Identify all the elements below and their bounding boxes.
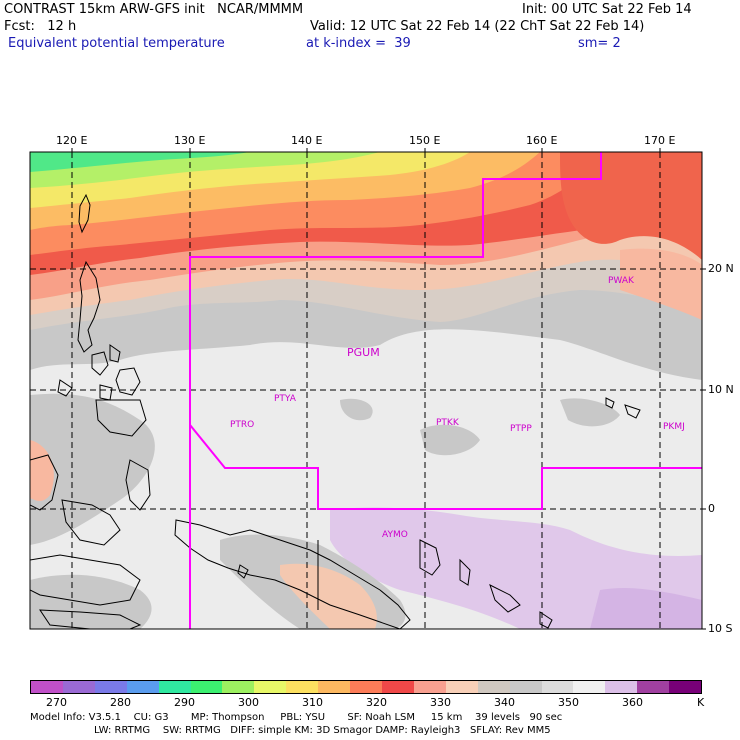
coastlines — [30, 193, 641, 629]
station-ptro: PTRO — [230, 420, 254, 430]
model-info-line1: Model Info: V3.5.1 CU: G3 MP: Thompson P… — [30, 712, 563, 723]
colorbar-tick-label: 340 — [494, 696, 515, 709]
colorbar-segment — [637, 681, 670, 693]
colorbar-tick-label: 310 — [302, 696, 323, 709]
colorbar-tick-label: 330 — [430, 696, 451, 709]
title-left: CONTRAST 15km ARW-GFS init NCAR/MMMM — [4, 2, 304, 17]
colorbar-tick-label: 290 — [174, 696, 195, 709]
colorbar-segment — [381, 681, 414, 693]
colorbar-tick-label: 300 — [238, 696, 259, 709]
colorbar-tick-label: 270 — [46, 696, 67, 709]
lon-label-150e: 150 E — [409, 134, 441, 147]
lat-label-20n: 20 N — [708, 262, 734, 275]
colorbar-segment — [31, 681, 63, 693]
station-ptya: PTYA — [274, 394, 297, 404]
lat-label-0: 0 — [708, 502, 715, 515]
lon-label-140e: 140 E — [291, 134, 323, 147]
colorbar-unit: K — [697, 696, 705, 709]
colorbar-segment — [605, 681, 638, 693]
colorbar-segment — [190, 681, 223, 693]
colorbar-segment — [413, 681, 446, 693]
colorbar-segment — [318, 681, 351, 693]
colorbar-segment — [445, 681, 478, 693]
station-ptkk: PTKK — [436, 418, 460, 428]
valid-time: Valid: 12 UTC Sat 22 Feb 14 (22 ChT Sat … — [310, 19, 645, 34]
model-info-line2: LW: RRTMG SW: RRTMG DIFF: simple KM: 3D … — [94, 725, 551, 736]
colorbar-tick-label: 320 — [366, 696, 387, 709]
colorbar-segment — [222, 681, 255, 693]
colorbar-tick-label: 280 — [110, 696, 131, 709]
station-aymo: AYMO — [382, 530, 408, 540]
lon-label-170e: 170 E — [644, 134, 676, 147]
lat-label-10s: 10 S — [708, 622, 733, 635]
colorbar-segment — [573, 681, 606, 693]
colorbar-segment — [62, 681, 95, 693]
lat-label-10n: 10 N — [708, 383, 734, 396]
smoothing-info: sm= 2 — [578, 36, 621, 51]
colorbar-segment — [477, 681, 510, 693]
field-name: Equivalent potential temperature — [8, 36, 225, 51]
forecast-hour: Fcst: 12 h — [4, 19, 77, 34]
colorbar-segment — [350, 681, 382, 693]
colorbar-tick-label: 350 — [558, 696, 579, 709]
lon-label-160e: 160 E — [526, 134, 558, 147]
colorbar-segment — [509, 681, 542, 693]
colorbar — [30, 680, 702, 694]
level-info: at k-index = 39 — [306, 36, 411, 51]
lon-label-130e: 130 E — [174, 134, 206, 147]
colorbar-segment — [94, 681, 127, 693]
colorbar-segment — [254, 681, 287, 693]
station-pgum: PGUM — [347, 346, 380, 359]
region-boundary — [189, 152, 702, 629]
colorbar-segment — [126, 681, 159, 693]
station-pwak: PWAK — [608, 276, 635, 286]
colorbar-segment — [158, 681, 191, 693]
colorbar-segment — [286, 681, 319, 693]
colorbar-segment — [541, 681, 574, 693]
init-time: Init: 00 UTC Sat 22 Feb 14 — [522, 2, 692, 17]
station-ptpp: PTPP — [510, 424, 532, 434]
colorbar-tick-label: 360 — [622, 696, 643, 709]
colorbar-segment — [669, 681, 702, 693]
station-pkmj: PKMJ — [663, 422, 685, 432]
lon-label-120e: 120 E — [56, 134, 88, 147]
